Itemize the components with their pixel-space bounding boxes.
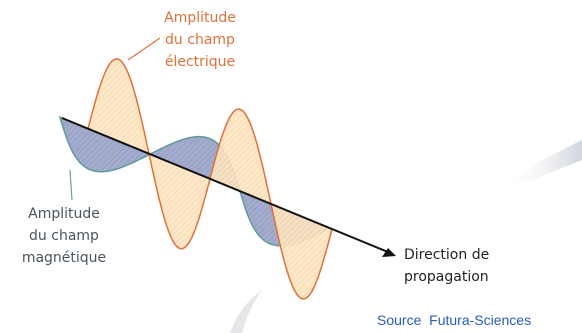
callout-line [128, 38, 160, 60]
magnetic-label: Amplitude du champ magnétique [22, 206, 106, 266]
direction-label: Direction de propagation [404, 247, 489, 285]
label-line: propagation [404, 269, 489, 285]
source-credit: Source Futura-Sciences [377, 312, 531, 328]
label-line: Direction de [404, 247, 489, 263]
label-line: Amplitude [28, 206, 100, 222]
background-swoosh [500, 140, 582, 190]
background-swoosh [230, 290, 262, 333]
electric-lobe [210, 109, 271, 204]
label-line: Amplitude [164, 10, 236, 26]
label-line: électrique [165, 54, 235, 70]
label-line: du champ [29, 228, 99, 244]
callout-line [70, 170, 72, 200]
label-line: magnétique [22, 250, 106, 266]
electric-label: Amplitude du champ électrique [164, 10, 236, 70]
diagram: Amplitude du champ électrique Amplitude … [0, 0, 582, 333]
electric-lobe [271, 204, 332, 299]
label-line: du champ [165, 32, 235, 48]
